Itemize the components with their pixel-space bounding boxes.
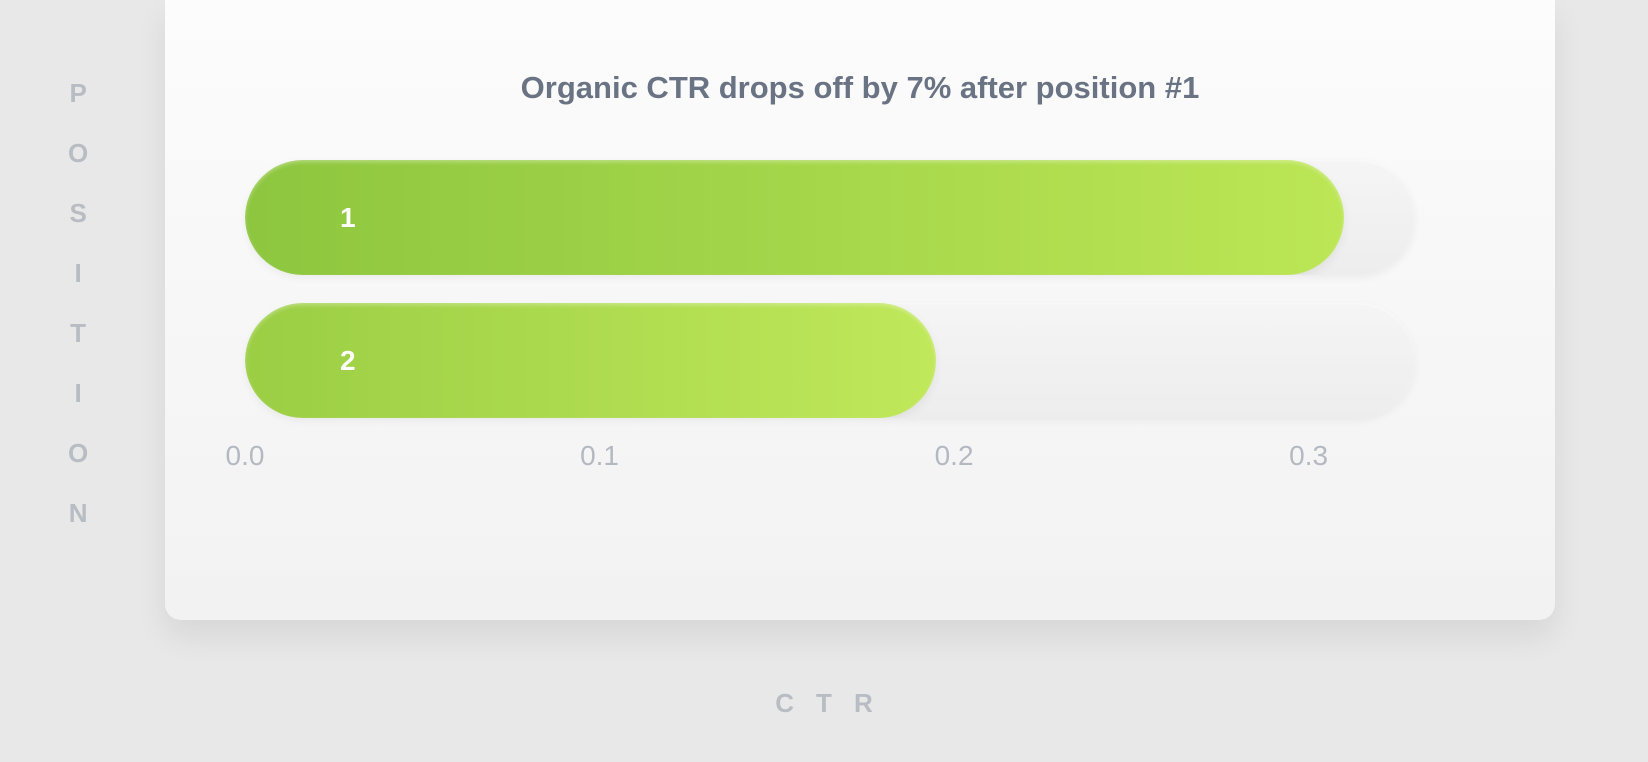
x-tick-label: 0.3 [1289,440,1328,472]
chart-panel: Organic CTR drops off by 7% after positi… [165,0,1555,620]
bar-category-label: 2 [340,345,356,377]
x-tick-label: 0.0 [226,440,265,472]
bar-fill [245,160,1344,275]
bars-area: 12 [245,160,1415,446]
y-axis-letter: S [69,200,88,226]
x-axis-ticks: 0.00.10.20.3 [245,440,1415,480]
y-axis-letter: I [75,380,84,406]
x-axis-letter: C [775,690,794,716]
y-axis-letter: O [68,440,90,466]
y-axis-letter: T [70,320,88,346]
x-axis-letter: R [854,690,873,716]
bar-track: 2 [245,303,1415,418]
chart-title: Organic CTR drops off by 7% after positi… [165,70,1555,106]
x-axis-label: CTR [775,690,872,716]
y-axis-letter: O [68,140,90,166]
bar-track: 1 [245,160,1415,275]
y-axis-letter: I [75,260,84,286]
x-tick-label: 0.2 [935,440,974,472]
y-axis-letter: N [69,500,90,526]
y-axis-letter: P [69,80,88,106]
y-axis-label: P O S I T I O N [68,80,90,526]
x-axis-letter: T [816,690,832,716]
bar-category-label: 1 [340,202,356,234]
x-axis-label-wrap: CTR [0,690,1648,717]
x-tick-label: 0.1 [580,440,619,472]
